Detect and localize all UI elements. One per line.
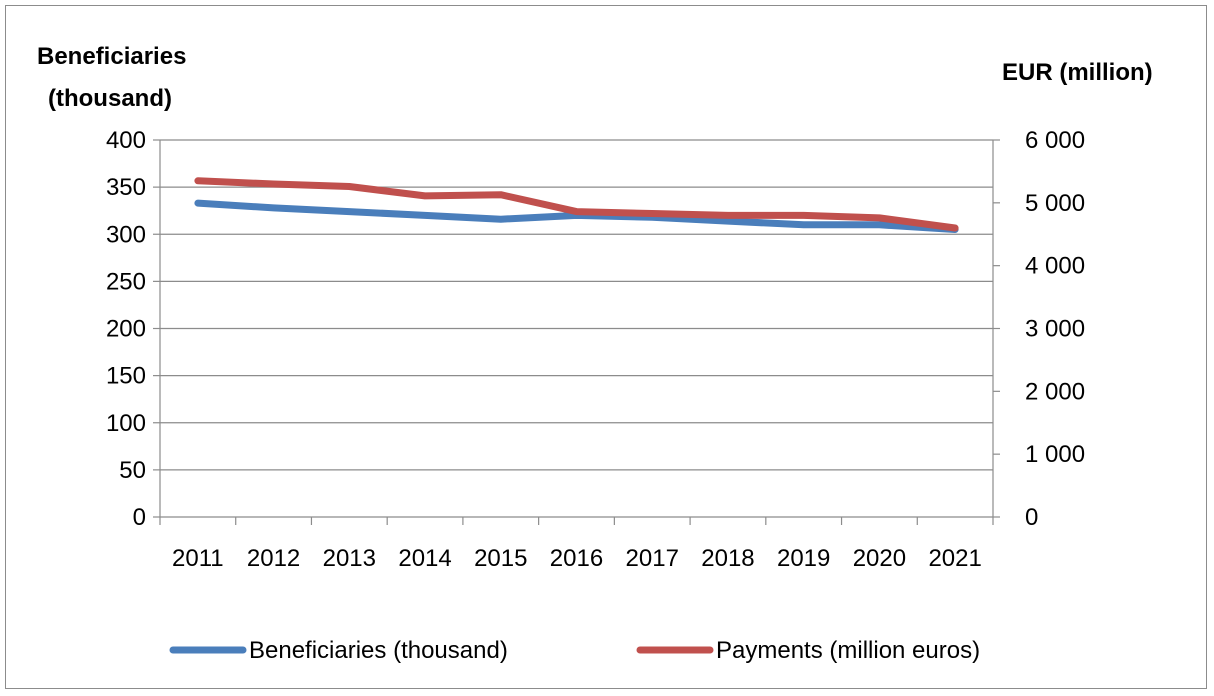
legend-label: Beneficiaries (thousand)	[249, 637, 508, 664]
legend-item: Payments (million euros)	[636, 637, 980, 664]
right-tick-label: 0	[1025, 504, 1038, 531]
right-axis-ticks: 0 1 000 2 000 3 000 4 000 5 000 6 000	[1025, 127, 1085, 531]
left-tick-label: 150	[106, 363, 146, 390]
right-tick-label: 3 000	[1025, 316, 1085, 343]
left-axis-ticks: 0 50 100 150 200 250 300 350 400	[106, 127, 146, 531]
right-tick-label: 5 000	[1025, 190, 1085, 217]
left-axis-title-line1: Beneficiaries	[37, 43, 186, 70]
legend-label: Payments (million euros)	[716, 637, 980, 664]
axes	[153, 139, 1000, 525]
x-axis-ticks: 2011 2012 2013 2014 2015 2016 2017 2018 2019 2020…	[172, 545, 982, 572]
series-lines	[194, 177, 959, 233]
left-axis-title-line2: (thousand)	[48, 85, 172, 112]
right-tick-label: 6 000	[1025, 127, 1085, 154]
left-tick-label: 250	[106, 268, 146, 295]
x-tick-label: 2019	[777, 545, 830, 572]
x-tick-label: 2012	[247, 545, 300, 572]
series-line-payments	[194, 177, 959, 232]
legend: Beneficiaries (thousand) Payments (millio…	[169, 637, 980, 664]
left-tick-label: 350	[106, 174, 146, 201]
left-tick-label: 300	[106, 221, 146, 248]
x-tick-label: 2011	[172, 545, 224, 572]
gridlines	[160, 139, 993, 471]
x-tick-label: 2021	[928, 545, 981, 572]
left-tick-label: 200	[106, 316, 146, 343]
left-tick-label: 0	[133, 504, 146, 531]
right-tick-label: 2 000	[1025, 378, 1085, 405]
right-tick-label: 1 000	[1025, 441, 1085, 468]
x-tick-label: 2013	[323, 545, 376, 572]
x-tick-label: 2015	[474, 545, 527, 572]
x-tick-label: 2016	[550, 545, 603, 572]
left-tick-label: 100	[106, 410, 146, 437]
chart-frame	[5, 5, 1207, 689]
x-tick-label: 2018	[701, 545, 754, 572]
right-axis-title: EUR (million)	[1002, 59, 1153, 86]
left-tick-label: 50	[119, 457, 146, 484]
right-tick-label: 4 000	[1025, 253, 1085, 280]
x-tick-label: 2020	[853, 545, 906, 572]
series-line-beneficiaries	[194, 199, 959, 233]
x-tick-label: 2014	[398, 545, 451, 572]
legend-item: Beneficiaries (thousand)	[169, 637, 508, 664]
left-tick-label: 400	[106, 127, 146, 154]
x-tick-label: 2017	[626, 545, 679, 572]
